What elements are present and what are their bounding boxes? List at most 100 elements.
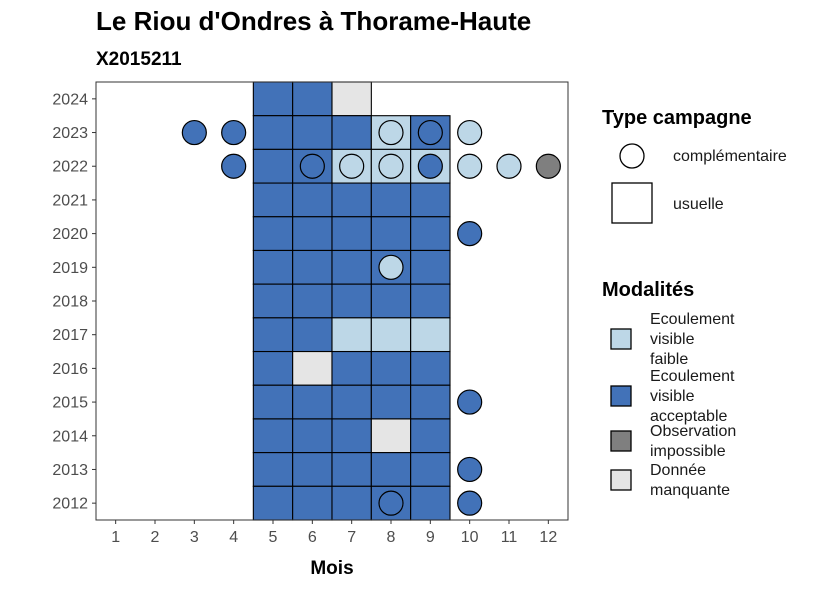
cell-2013-5 (252, 452, 294, 487)
legend-swatch-manquante (610, 469, 632, 491)
point-2023-4 (221, 119, 247, 146)
cell-2020-7 (331, 216, 372, 252)
cell-2021-7 (331, 182, 372, 218)
point-2012-8 (378, 490, 404, 516)
point-2022-11 (496, 153, 522, 179)
legend-swatch-impossible (610, 430, 632, 452)
cell-2015-8 (370, 384, 412, 420)
legend-campaign-label-usuelle: usuelle (673, 196, 724, 213)
point-2020-10 (457, 221, 483, 247)
point-2015-10 (457, 389, 483, 415)
point-2022-8 (378, 153, 404, 179)
point-2022-4 (221, 153, 247, 179)
cell-2021-5 (252, 182, 294, 218)
y-tick-label: 2018 (52, 294, 88, 311)
point-2022-7 (339, 153, 365, 179)
cell-2018-9 (410, 283, 451, 319)
cell-2016-7 (331, 350, 372, 386)
cell-2019-7 (331, 249, 372, 285)
cell-2020-6 (292, 216, 333, 252)
cell-2024-6 (292, 81, 333, 117)
y-axis-ticks: 2024 2023 2022 2021 2020 2019 2018 2017 2016 2015… (52, 91, 96, 513)
cell-2023-5 (252, 115, 294, 150)
cell-2019-9 (410, 249, 451, 285)
legend-swatch-faible (610, 328, 632, 350)
cell-2019-5 (252, 249, 294, 285)
point-2013-10 (457, 456, 483, 483)
point-2023-3 (181, 119, 207, 146)
point-2022-9 (417, 153, 443, 179)
legend-swatch-acceptable (610, 385, 632, 407)
x-axis-title: Mois (310, 558, 353, 579)
x-tick-label: 6 (308, 529, 317, 546)
point-2012-10 (457, 490, 483, 516)
y-tick-label: 2020 (52, 226, 88, 243)
x-tick-label: 5 (269, 529, 278, 546)
cell-2016-6 (292, 350, 333, 386)
point-2023-8 (378, 119, 404, 146)
complementary-points-layer (181, 119, 561, 516)
cell-2023-7 (331, 115, 372, 150)
cell-2012-6 (292, 485, 333, 521)
x-tick-label: 9 (426, 529, 435, 546)
cell-2015-9 (410, 384, 451, 420)
cell-2019-6 (292, 249, 333, 285)
cell-2017-7 (331, 317, 372, 353)
x-tick-label: 10 (461, 529, 479, 546)
cell-2013-6 (292, 452, 333, 487)
x-tick-label: 7 (347, 529, 356, 546)
y-tick-label: 2012 (52, 496, 88, 513)
cell-2016-5 (252, 350, 294, 386)
y-tick-label: 2017 (52, 327, 88, 344)
y-tick-label: 2019 (52, 260, 88, 277)
x-tick-label: 2 (151, 529, 160, 546)
point-2023-9 (417, 119, 443, 146)
x-tick-label: 12 (539, 529, 557, 546)
cell-2014-8 (370, 418, 412, 454)
cell-2020-9 (410, 216, 451, 252)
point-2019-8 (378, 254, 404, 280)
cell-2013-7 (331, 452, 372, 487)
cell-2012-7 (331, 485, 372, 521)
point-2022-10 (457, 153, 483, 179)
cell-2014-7 (331, 418, 372, 454)
point-2022-12 (535, 153, 561, 179)
cell-2015-7 (331, 384, 372, 420)
legend-label-manquante: Donnée manquante (650, 462, 730, 499)
y-tick-label: 2021 (52, 192, 88, 209)
cell-2012-5 (252, 485, 294, 521)
cell-2021-9 (410, 182, 451, 218)
cell-2014-6 (292, 418, 333, 454)
cell-2021-8 (370, 182, 412, 218)
cell-2022-5 (252, 148, 294, 184)
cell-2017-8 (370, 317, 412, 353)
legend-campaign: Type campagne complémentaire usuelle (602, 107, 787, 224)
cell-2018-8 (370, 283, 412, 319)
legend-campaign-title: Type campagne (602, 107, 752, 129)
cell-2018-6 (292, 283, 333, 319)
cell-2021-6 (292, 182, 333, 218)
legend-label-acceptable: Ecoulement visible acceptable (650, 368, 735, 425)
cell-2012-9 (410, 485, 451, 521)
cell-2023-6 (292, 115, 333, 150)
cell-2013-8 (370, 452, 412, 487)
cell-2017-5 (252, 317, 294, 353)
x-tick-label: 1 (111, 529, 120, 546)
legend-campaign-label-complementaire: complémentaire (673, 148, 787, 165)
cell-2015-5 (252, 384, 294, 420)
y-tick-label: 2014 (52, 428, 88, 445)
legend-label-faible: Ecoulement visible faible (650, 311, 735, 368)
x-tick-label: 8 (387, 529, 396, 546)
cell-2024-7 (331, 81, 372, 117)
cell-2016-8 (370, 350, 412, 386)
y-tick-label: 2013 (52, 462, 88, 479)
legend-modalities-title: Modalités (602, 279, 694, 301)
cell-2015-6 (292, 384, 333, 420)
cell-2024-5 (252, 81, 294, 117)
cell-2020-8 (370, 216, 412, 252)
legend-label-impossible: Observation impossible (650, 423, 736, 460)
cell-2017-6 (292, 317, 333, 353)
y-tick-label: 2023 (52, 125, 88, 142)
point-2022-6 (299, 153, 325, 179)
